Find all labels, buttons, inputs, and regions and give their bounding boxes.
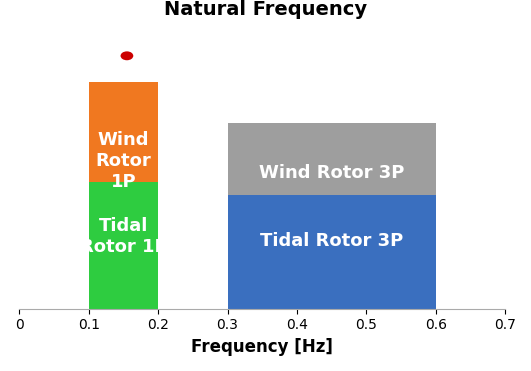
- X-axis label: Frequency [Hz]: Frequency [Hz]: [191, 338, 333, 356]
- Text: Natural Frequency: Natural Frequency: [164, 0, 367, 19]
- Bar: [227, 123, 435, 309]
- Bar: [89, 182, 158, 309]
- Bar: [227, 195, 435, 309]
- Text: Tidal
Rotor 1P: Tidal Rotor 1P: [80, 217, 167, 256]
- Text: Wind Rotor 3P: Wind Rotor 3P: [259, 164, 404, 181]
- Bar: [89, 82, 158, 309]
- Text: Tidal Rotor 3P: Tidal Rotor 3P: [260, 232, 403, 250]
- Text: Wind
Rotor
1P: Wind Rotor 1P: [96, 131, 151, 191]
